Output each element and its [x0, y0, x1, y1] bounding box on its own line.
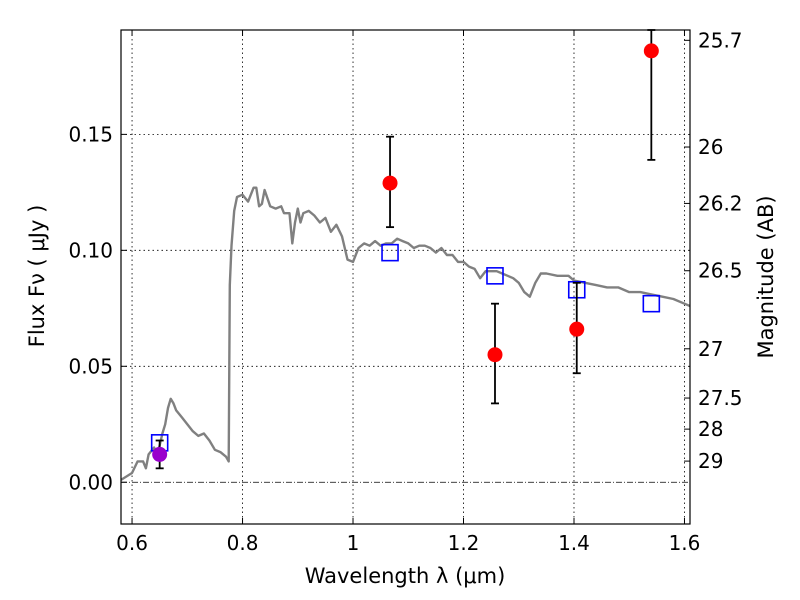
y-tick-label: 0.10 [68, 238, 113, 262]
x-tick-label: 1.6 [669, 531, 701, 555]
y-tick-label: 0.15 [68, 122, 113, 146]
x-axis-ticks: 0.6 0.8 1 1.2 1.4 1.6 [116, 30, 700, 555]
model-sed-line [121, 186, 690, 481]
magnitude-axis-ticks: 25.7 26 26.2 26.5 27 27.5 28 29 [684, 28, 743, 473]
x-tick-label: 1.4 [558, 531, 590, 555]
x-tick-label: 0.8 [227, 531, 259, 555]
observed-photometry-point [152, 446, 168, 462]
magnitude-tick-label: 27.5 [698, 386, 743, 410]
plot-frame [120, 29, 691, 525]
y-axis-title: Flux Fν ( μJy ) [25, 205, 49, 348]
magnitude-tick-label: 27 [698, 337, 723, 361]
y-tick-label: 0.00 [68, 470, 113, 494]
magnitude-tick-label: 28 [698, 417, 723, 441]
grid [121, 30, 690, 524]
magnitude-axis-title: Magnitude (AB) [754, 195, 778, 358]
plot-series [121, 186, 690, 481]
y-tick-label: 0.05 [68, 354, 113, 378]
model-photometry-square [642, 294, 661, 313]
observed-photometry-point [569, 321, 585, 337]
magnitude-tick-label: 26.2 [698, 191, 743, 215]
observed-photometry-point [382, 175, 398, 191]
magnitude-tick-label: 29 [698, 449, 723, 473]
model-photometry-square [381, 243, 399, 262]
x-tick-label: 0.6 [116, 531, 148, 555]
model-photometry-square [486, 267, 504, 285]
observed-photometry-point [643, 43, 659, 59]
x-tick-label: 1.2 [448, 531, 480, 555]
magnitude-tick-label: 26 [698, 135, 723, 159]
x-tick-label: 1 [347, 531, 360, 555]
magnitude-tick-label: 26.5 [698, 259, 743, 283]
x-axis-title: Wavelength λ (μm) [305, 564, 506, 588]
observed-photometry-point [487, 347, 503, 363]
error-bars [152, 29, 659, 470]
magnitude-tick-label: 25.7 [698, 28, 743, 52]
y-axis-ticks: 0.00 0.05 0.10 0.15 [68, 122, 127, 494]
